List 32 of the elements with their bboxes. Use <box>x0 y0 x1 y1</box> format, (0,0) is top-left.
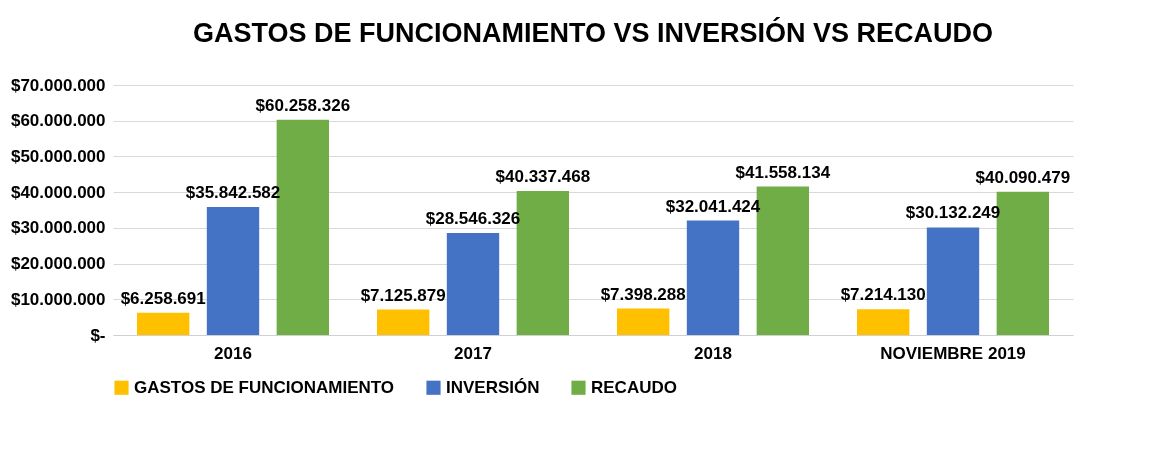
legend-label: RECAUDO <box>591 377 677 397</box>
data-label: $7.214.130 <box>840 285 926 305</box>
y-tick-label: $10.000.000 <box>10 289 106 309</box>
bar <box>926 227 980 335</box>
legend-label: INVERSIÓN <box>446 377 540 397</box>
y-tick-label: $30.000.000 <box>10 218 106 238</box>
y-tick-label: $70.000.000 <box>10 75 106 95</box>
data-label: $41.558.134 <box>735 162 831 182</box>
bar <box>617 308 670 335</box>
y-tick-label: $20.000.000 <box>10 254 106 274</box>
data-label: $6.258.691 <box>120 288 206 308</box>
bar <box>137 312 190 335</box>
bar <box>206 206 260 335</box>
y-tick-label: $- <box>90 325 106 345</box>
bar <box>446 233 500 335</box>
data-label: $40.090.479 <box>975 167 1071 187</box>
x-tick-label: 2016 <box>214 343 252 363</box>
data-label: $7.398.288 <box>600 284 686 304</box>
bar <box>857 309 910 335</box>
chart-title: GASTOS DE FUNCIONAMIENTO VS INVERSIÓN VS RECAUDO <box>192 17 994 48</box>
x-tick-label: NOVIEMBRE 2019 <box>880 343 1026 363</box>
bar <box>377 309 430 335</box>
legend-label: GASTOS DE FUNCIONAMIENTO <box>134 377 395 397</box>
data-label: $60.258.326 <box>255 95 351 115</box>
y-tick-label: $60.000.000 <box>10 111 106 131</box>
x-tick-label: 2017 <box>454 343 492 363</box>
data-label: $40.337.468 <box>495 166 591 186</box>
y-tick-label: $40.000.000 <box>10 182 106 202</box>
y-tick-label: $50.000.000 <box>10 146 106 166</box>
x-tick-label: 2018 <box>694 343 732 363</box>
data-label: $7.125.879 <box>360 285 446 305</box>
bar <box>686 220 740 335</box>
